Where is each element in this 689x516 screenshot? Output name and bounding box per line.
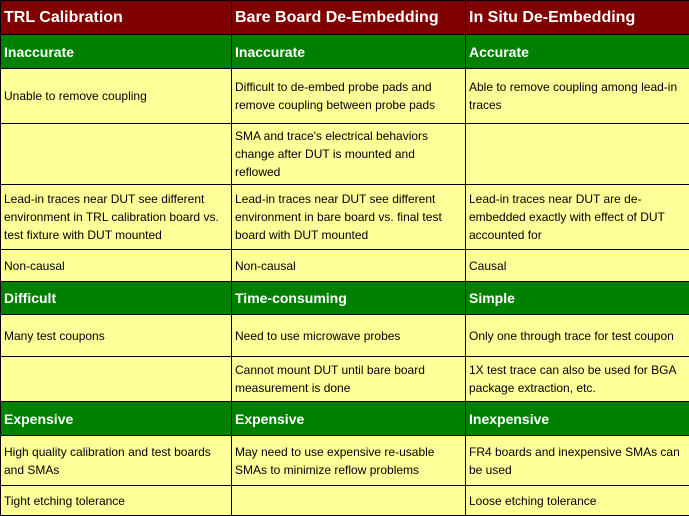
- cell-trl: Tight etching tolerance: [0, 485, 232, 516]
- cell-bare-board: Non-causal: [231, 249, 466, 282]
- cell-trl: High quality calibration and test boards…: [0, 435, 232, 486]
- cell-trl: [0, 123, 232, 185]
- cell-trl: Unable to remove coupling: [0, 68, 232, 124]
- category-cell-bare-board: Time-consuming: [231, 281, 466, 315]
- category-cell-bare-board: Inaccurate: [231, 34, 466, 69]
- header-trl: TRL Calibration: [0, 0, 232, 35]
- category-cell-trl: Difficult: [0, 281, 232, 315]
- cell-in-situ: Only one through trace for test coupon: [465, 314, 689, 357]
- header-bare-board: Bare Board De-Embedding: [231, 0, 466, 35]
- table-row: High quality calibration and test boards…: [0, 435, 689, 486]
- cell-bare-board: Difficult to de-embed probe pads and rem…: [231, 68, 466, 124]
- cell-trl: Lead-in traces near DUT see different en…: [0, 184, 232, 250]
- table-row: Many test coupons Need to use microwave p…: [0, 314, 689, 357]
- cell-bare-board: Lead-in traces near DUT see different en…: [231, 184, 466, 250]
- header-row: TRL Calibration Bare Board De-Embedding …: [0, 0, 689, 35]
- cell-in-situ: 1X test trace can also be used for BGA p…: [465, 356, 689, 402]
- category-cell-bare-board: Expensive: [231, 401, 466, 436]
- cell-bare-board: May need to use expensive re-usable SMAs…: [231, 435, 466, 486]
- cell-in-situ: FR4 boards and inexpensive SMAs can be u…: [465, 435, 689, 486]
- cell-in-situ: Causal: [465, 249, 689, 282]
- cell-in-situ: Able to remove coupling among lead-in tr…: [465, 68, 689, 124]
- cell-trl: Non-causal: [0, 249, 232, 282]
- table-row: Tight etching tolerance Loose etching tol…: [0, 485, 689, 516]
- category-cell-trl: Inaccurate: [0, 34, 232, 69]
- cell-bare-board: Need to use microwave probes: [231, 314, 466, 357]
- cell-bare-board: Cannot mount DUT until bare board measur…: [231, 356, 466, 402]
- table-row: Non-causal Non-causal Causal: [0, 249, 689, 282]
- table-row: Lead-in traces near DUT see different en…: [0, 184, 689, 250]
- category-cell-trl: Expensive: [0, 401, 232, 436]
- cell-in-situ: [465, 123, 689, 185]
- header-in-situ: In Situ De-Embedding: [465, 0, 689, 35]
- category-cell-in-situ: Simple: [465, 281, 689, 315]
- category-row: Expensive Expensive Inexpensive: [0, 401, 689, 436]
- cell-trl: [0, 356, 232, 402]
- cell-trl: Many test coupons: [0, 314, 232, 357]
- category-cell-in-situ: Accurate: [465, 34, 689, 69]
- table-row: Cannot mount DUT until bare board measur…: [0, 356, 689, 402]
- category-cell-in-situ: Inexpensive: [465, 401, 689, 436]
- category-row: Difficult Time-consuming Simple: [0, 281, 689, 315]
- table-row: Unable to remove coupling Difficult to de…: [0, 68, 689, 124]
- cell-in-situ: Lead-in traces near DUT are de-embedded …: [465, 184, 689, 250]
- table-row: SMA and trace's electrical behaviors cha…: [0, 123, 689, 185]
- cell-in-situ: Loose etching tolerance: [465, 485, 689, 516]
- category-row: Inaccurate Inaccurate Accurate: [0, 34, 689, 69]
- cell-bare-board: [231, 485, 466, 516]
- cell-bare-board: SMA and trace's electrical behaviors cha…: [231, 123, 466, 185]
